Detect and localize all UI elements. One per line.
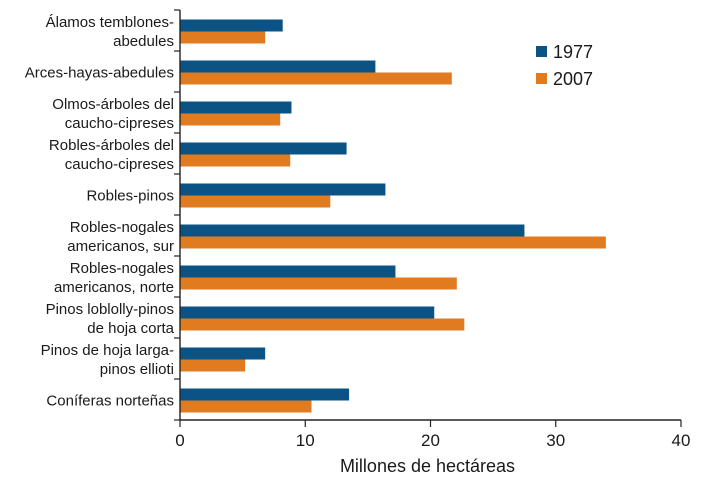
category-label: americanos, sur [67,238,174,255]
x-tick-label: 30 [546,431,565,450]
category-label: Robles-árboles del [49,137,174,154]
category-label: Pinos de hoja larga- [41,342,174,359]
category-label: caucho-cipreses [65,156,174,173]
bar-1977-9 [180,347,266,360]
bar-1977-3 [180,101,292,114]
bar-2007-3 [180,113,281,126]
category-label: Robles-pinos [86,188,174,205]
x-tick-label: 40 [672,431,691,450]
bar-2007-1 [180,31,266,44]
legend-swatch-1977 [536,46,547,57]
axes: 0 10 20 30 40 [174,9,691,450]
category-label: caucho-cipreses [65,115,174,132]
bar-2007-4 [180,154,291,167]
legend-label-1977: 1977 [553,42,593,62]
category-label: Olmos-árboles del [52,96,174,113]
category-labels: Álamos temblones-abedules Arces-hayas-abe… [25,14,175,410]
legend: 1977 2007 [536,42,593,89]
x-tick-label: 0 [175,431,184,450]
legend-label-2007: 2007 [553,69,593,89]
bar-2007-10 [180,400,312,413]
bar-1977-4 [180,142,347,155]
bar-1977-7 [180,265,396,278]
x-tick-label: 20 [421,431,440,450]
bar-1977-2 [180,60,376,73]
category-label: Robles-nogales [70,219,174,236]
bar-1977-1 [180,19,283,32]
bar-1977-8 [180,306,435,319]
legend-swatch-2007 [536,73,547,84]
category-label: pinos ellioti [100,361,174,378]
category-label: americanos, norte [54,279,174,296]
bar-2007-7 [180,277,457,290]
bar-2007-5 [180,195,331,208]
category-label: Robles-nogales [70,260,174,277]
category-label: Coníferas norteñas [46,393,174,410]
bar-1977-10 [180,388,350,401]
bar-2007-9 [180,359,246,372]
x-axis-title: Millones de hectáreas [340,456,515,476]
category-label: Arces-hayas-abedules [25,65,174,82]
bars [180,19,606,413]
bar-2007-8 [180,318,465,331]
x-tick-label: 10 [296,431,315,450]
bar-2007-6 [180,236,606,249]
bar-2007-2 [180,72,452,85]
bar-1977-5 [180,183,386,196]
category-label: de hoja corta [87,320,174,337]
bar-1977-6 [180,224,525,237]
category-label: Pinos loblolly-pinos [46,301,174,318]
category-label: abedules [113,33,174,50]
category-label: Álamos temblones- [46,14,174,31]
